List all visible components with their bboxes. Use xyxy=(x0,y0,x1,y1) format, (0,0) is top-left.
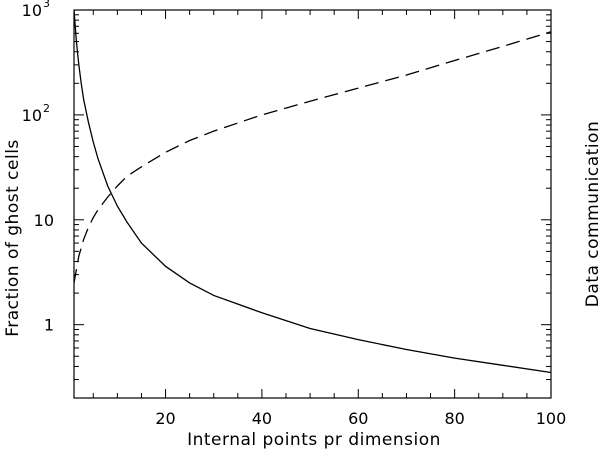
x-tick-label: 40 xyxy=(252,409,272,428)
y-tick-label: 1 xyxy=(44,316,54,335)
x-tick-label: 100 xyxy=(536,409,567,428)
y-axis-label: Fraction of ghost cells xyxy=(3,139,23,337)
plot-lines xyxy=(74,10,551,374)
x-tick-label: 20 xyxy=(155,409,175,428)
y-tick-label-exponent: 3 xyxy=(43,0,50,10)
y-axis-right-label: Data communication xyxy=(583,121,600,307)
x-axis-label: Internal points pr dimension xyxy=(187,430,441,450)
y-tick-label: 10 xyxy=(22,106,42,125)
y-tick-label-exponent: 2 xyxy=(43,102,50,115)
plot-frame xyxy=(73,9,552,399)
x-tick-label: 60 xyxy=(348,409,368,428)
x-tick-label: 80 xyxy=(444,409,464,428)
series-line-solid xyxy=(74,10,551,374)
series-line-dashed xyxy=(74,31,551,284)
y-tick-label: 10 xyxy=(34,211,54,230)
y-tick-label: 10 xyxy=(22,1,42,20)
